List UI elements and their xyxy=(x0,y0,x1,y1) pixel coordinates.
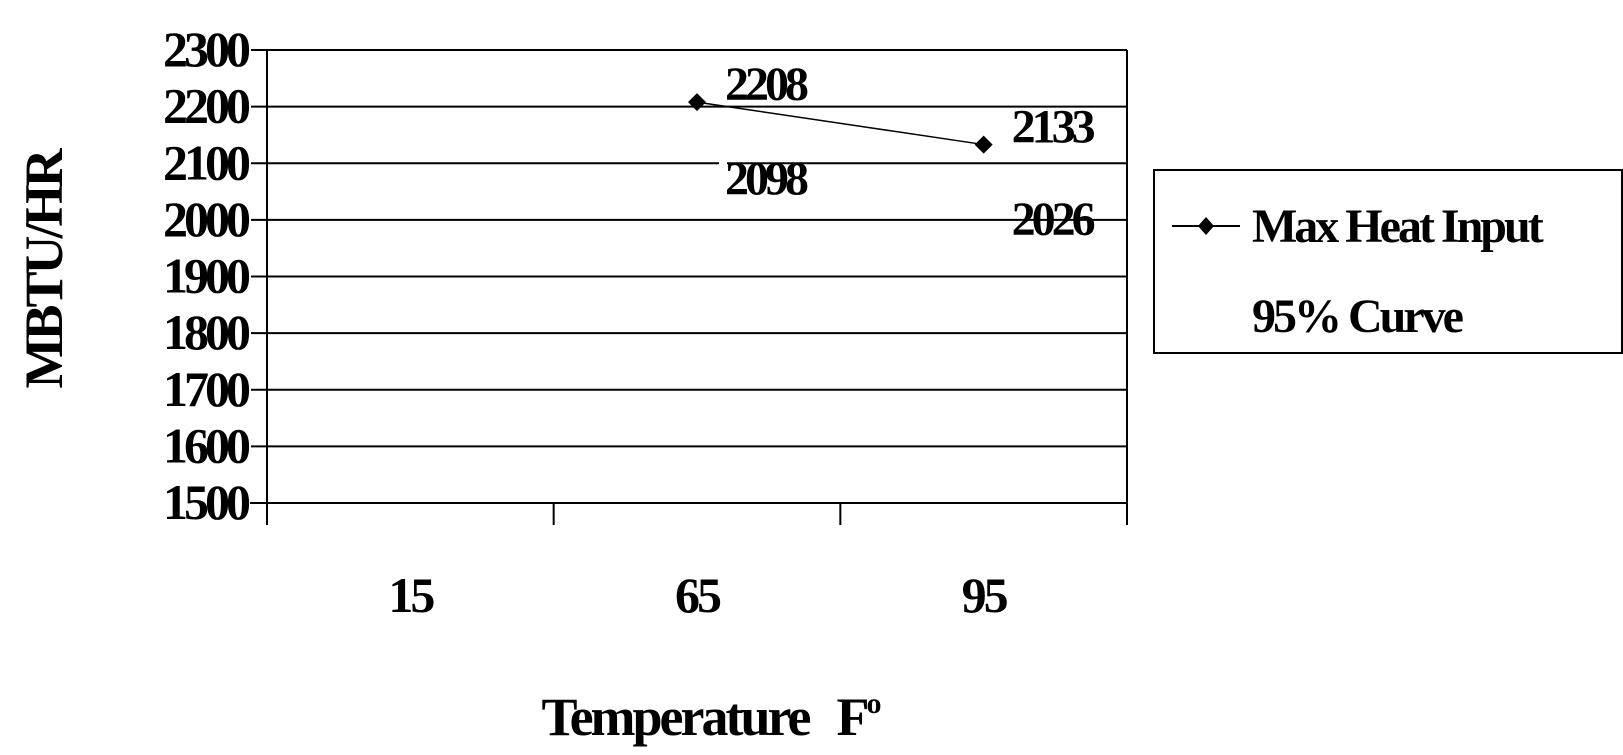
y-tick-label: 2000 xyxy=(163,191,250,247)
y-tick-label: 2200 xyxy=(163,78,250,134)
series-layer xyxy=(688,93,993,154)
series-line-max-heat-input xyxy=(696,101,984,146)
y-tick-label: 1700 xyxy=(163,361,250,417)
data-labels: 2208 2133 2098 2026 xyxy=(719,58,1099,246)
y-axis-title: MBTU/HR xyxy=(14,148,74,389)
x-axis-title-unit: F xyxy=(836,687,867,747)
legend-label-95-curve: 95% Curve xyxy=(1252,290,1464,343)
data-label: 2133 xyxy=(1012,101,1095,154)
data-point-diamond xyxy=(974,135,993,154)
legend-entry-95-curve: 95% Curve xyxy=(1252,290,1467,343)
y-tick-label: 1800 xyxy=(163,304,250,360)
data-label: 2208 xyxy=(725,58,808,111)
x-axis-title-text: Temperature xyxy=(542,687,811,747)
y-tick-label: 2100 xyxy=(163,134,250,190)
legend-entry-max-heat-input: Max Heat Input xyxy=(1172,200,1547,253)
y-tick-label: 1900 xyxy=(163,248,250,304)
label-knockout xyxy=(719,154,727,201)
x-tick-label: 65 xyxy=(675,567,721,623)
legend-diamond-icon xyxy=(1198,217,1214,235)
y-tick-label: 2300 xyxy=(163,21,250,77)
x-tick-label: 15 xyxy=(388,567,434,623)
x-axis-title-degree: o xyxy=(866,687,880,720)
x-tick-labels: 15 65 95 xyxy=(388,567,1010,623)
x-tick-label: 95 xyxy=(962,567,1008,623)
data-label: 2098 xyxy=(725,152,808,205)
legend-label-max-heat-input: Max Heat Input xyxy=(1252,200,1544,253)
x-axis-title: Temperature Fo xyxy=(542,687,881,747)
y-tick-label: 1500 xyxy=(163,474,250,530)
gridlines xyxy=(251,49,1128,525)
legend-box xyxy=(1153,169,1623,354)
y-tick-label: 1600 xyxy=(163,417,250,473)
data-point-diamond xyxy=(688,93,706,112)
data-label: 2026 xyxy=(1012,193,1095,246)
